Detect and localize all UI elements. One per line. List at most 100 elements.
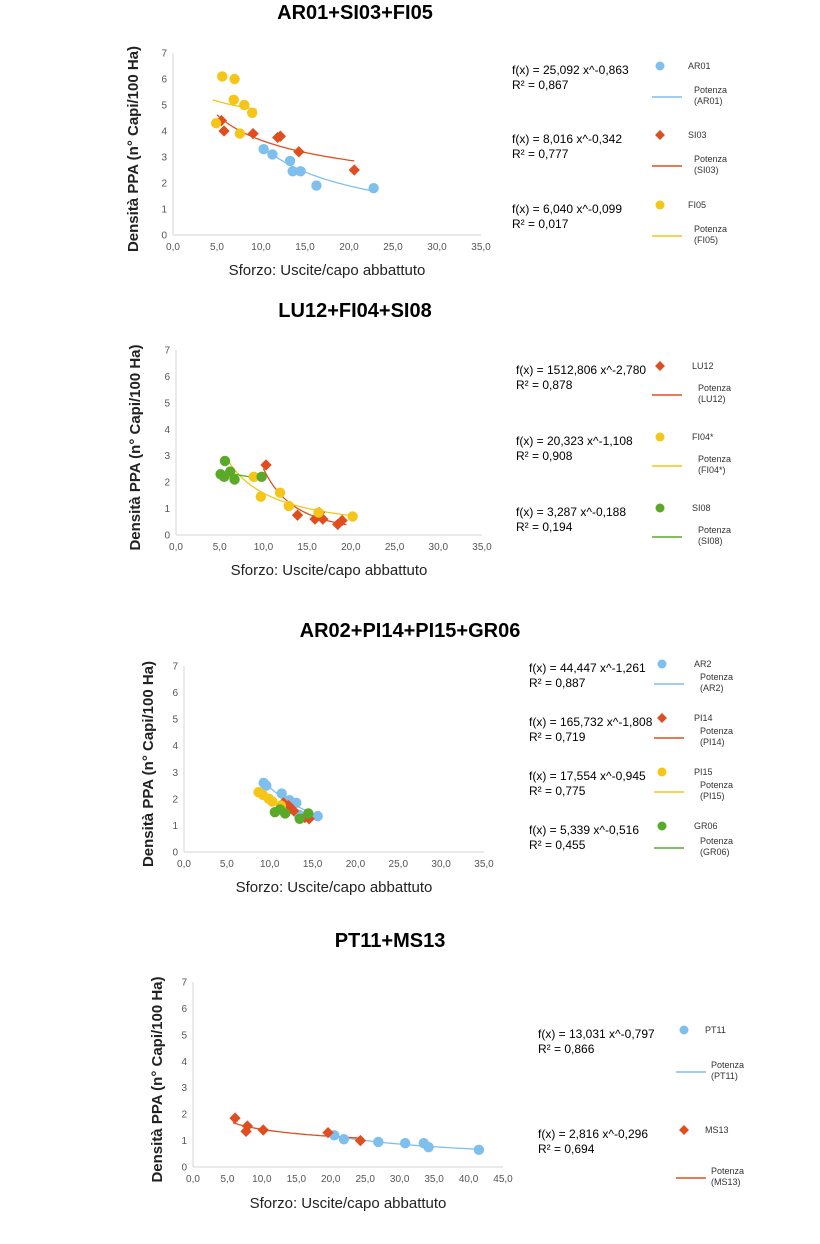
data-point bbox=[267, 796, 278, 807]
y-tick-label: 1 bbox=[181, 1136, 187, 1147]
chart-title: LU12+FI04+SI08 bbox=[278, 300, 432, 322]
chart-panel-3: AR02+PI14+PI15+GR06 0 1 2 3 4 5 6 7 0,0 5,0 10,0 15… bbox=[0, 620, 820, 920]
x-tick-label: 0,0 bbox=[186, 1174, 200, 1185]
fit-equation: f(x) = 20,323 x^-1,108 bbox=[516, 434, 633, 448]
y-axis-label: Densità PPA (n° Capi/100 Ha) bbox=[125, 46, 142, 252]
data-point bbox=[347, 511, 358, 522]
fit-equation: f(x) = 3,287 x^-0,188 bbox=[516, 505, 626, 519]
legend-fit-label: (PT11) bbox=[711, 1071, 738, 1081]
y-tick-label: 5 bbox=[161, 101, 167, 112]
x-tick-label: 5,0 bbox=[213, 542, 227, 553]
x-tick-label: 45,0 bbox=[493, 1174, 513, 1185]
fit-equation: f(x) = 44,447 x^-1,261 bbox=[529, 661, 646, 675]
fit-r2: R² = 0,878 bbox=[516, 378, 573, 392]
data-point bbox=[348, 164, 360, 176]
data-point bbox=[338, 1134, 350, 1145]
y-tick-label: 2 bbox=[161, 179, 167, 190]
x-tick-label: 35,0 bbox=[472, 542, 492, 553]
y-axis-label: Densità PPA (n° Capi/100 Ha) bbox=[140, 661, 157, 867]
fit-equation: f(x) = 13,031 x^-0,797 bbox=[538, 1027, 655, 1041]
y-tick-label: 2 bbox=[164, 478, 170, 489]
data-point bbox=[312, 810, 323, 822]
fit-equation: f(x) = 6,040 x^-0,099 bbox=[512, 202, 622, 216]
y-tick-label: 7 bbox=[181, 978, 187, 989]
data-point bbox=[257, 1124, 269, 1136]
y-tick-label: 6 bbox=[181, 1004, 187, 1015]
y-tick-label: 6 bbox=[172, 688, 178, 699]
y-tick-label: 3 bbox=[181, 1083, 187, 1094]
chart-title: AR02+PI14+PI15+GR06 bbox=[299, 620, 521, 642]
y-tick-label: 4 bbox=[181, 1057, 187, 1068]
data-point bbox=[258, 144, 269, 155]
x-tick-label: 5,0 bbox=[220, 1174, 234, 1185]
legend-label: FI04* bbox=[692, 432, 714, 442]
fit-equation: f(x) = 25,092 x^-0,863 bbox=[512, 63, 629, 77]
fit-equation: f(x) = 2,816 x^-0,296 bbox=[538, 1127, 648, 1141]
x-axis-label: Sforzo: Uscite/capo abbattuto bbox=[236, 879, 433, 896]
data-point bbox=[311, 180, 322, 191]
data-point bbox=[228, 94, 239, 106]
y-tick-label: 7 bbox=[164, 346, 170, 357]
legend-label: PI15 bbox=[694, 767, 713, 777]
x-tick-label: 30,0 bbox=[429, 542, 449, 553]
x-tick-label: 20,0 bbox=[341, 542, 361, 553]
trendline-ar01 bbox=[260, 145, 376, 193]
x-tick-label: 25,0 bbox=[389, 859, 409, 870]
fit-r2: R² = 0,775 bbox=[529, 784, 586, 798]
data-point bbox=[276, 788, 287, 799]
chart-title: AR01+SI03+FI05 bbox=[277, 2, 433, 24]
y-tick-label: 5 bbox=[181, 1030, 187, 1041]
x-tick-label: 40,0 bbox=[459, 1174, 479, 1185]
fit-equation: f(x) = 5,339 x^-0,516 bbox=[529, 823, 639, 837]
legend-marker bbox=[657, 659, 667, 669]
y-tick-label: 2 bbox=[181, 1110, 187, 1121]
legend-fit-label: Potenza bbox=[694, 224, 727, 234]
x-tick-label: 30,0 bbox=[390, 1174, 410, 1185]
trendline-lu12 bbox=[262, 468, 347, 526]
data-point bbox=[256, 471, 267, 483]
data-point bbox=[287, 166, 298, 177]
x-tick-label: 35,0 bbox=[471, 242, 491, 253]
y-tick-label: 5 bbox=[172, 715, 178, 726]
data-point bbox=[399, 1138, 411, 1149]
fit-equation: f(x) = 1512,806 x^-2,780 bbox=[516, 363, 646, 377]
legend-fit-label: (FI05) bbox=[694, 235, 718, 245]
data-point bbox=[303, 808, 314, 819]
fit-r2: R² = 0,867 bbox=[512, 78, 569, 92]
fit-r2: R² = 0,887 bbox=[529, 676, 586, 690]
legend-fit-label: (FI04*) bbox=[698, 465, 726, 475]
y-tick-label: 6 bbox=[164, 372, 170, 383]
fit-r2: R² = 0,455 bbox=[529, 838, 586, 852]
y-axis-label: Densità PPA (n° Capi/100 Ha) bbox=[127, 344, 144, 550]
data-point bbox=[368, 183, 379, 194]
y-tick-label: 3 bbox=[172, 768, 178, 779]
legend-fit-label: Potenza bbox=[698, 525, 731, 535]
legend-label: GR06 bbox=[694, 821, 718, 831]
y-tick-label: 0 bbox=[164, 531, 170, 542]
legend-label: SI08 bbox=[692, 503, 711, 513]
x-tick-label: 20,0 bbox=[339, 242, 359, 253]
legend-label: MS13 bbox=[705, 1125, 729, 1135]
y-tick-label: 7 bbox=[172, 662, 178, 673]
data-point bbox=[247, 127, 259, 140]
x-tick-label: 35,0 bbox=[424, 1174, 444, 1185]
chart-svg: 0 1 2 3 4 5 6 7 0,0 5,0 10,0 15,0 20,0 25,0 30,0 35,0 De… bbox=[140, 659, 733, 896]
data-point bbox=[247, 107, 258, 119]
chart-svg: 0 1 2 3 4 5 6 7 0,0 5,0 10,0 15,0 20,0 25,0 30,0 35,0 40… bbox=[149, 976, 744, 1212]
data-point bbox=[423, 1141, 434, 1153]
data-point bbox=[293, 146, 305, 158]
y-tick-label: 3 bbox=[161, 153, 167, 164]
x-tick-label: 30,0 bbox=[431, 859, 451, 870]
data-point bbox=[274, 487, 286, 498]
y-tick-label: 0 bbox=[172, 848, 178, 859]
x-tick-label: 15,0 bbox=[303, 859, 323, 870]
x-tick-label: 10,0 bbox=[251, 242, 271, 253]
legend-fit-label: Potenza bbox=[694, 154, 727, 164]
data-point bbox=[294, 813, 305, 824]
legend-fit-label: (MS13) bbox=[711, 1177, 741, 1187]
legend-fit-label: Potenza bbox=[698, 454, 731, 464]
y-tick-label: 0 bbox=[181, 1163, 187, 1174]
chart-svg: 0 1 2 3 4 5 6 7 0,0 5,0 10,0 15,0 20,0 25,0 30,0 35,0 De… bbox=[127, 344, 731, 579]
x-axis-label: Sforzo: Uscite/capo abbattuto bbox=[229, 262, 426, 279]
legend-marker bbox=[655, 61, 665, 71]
